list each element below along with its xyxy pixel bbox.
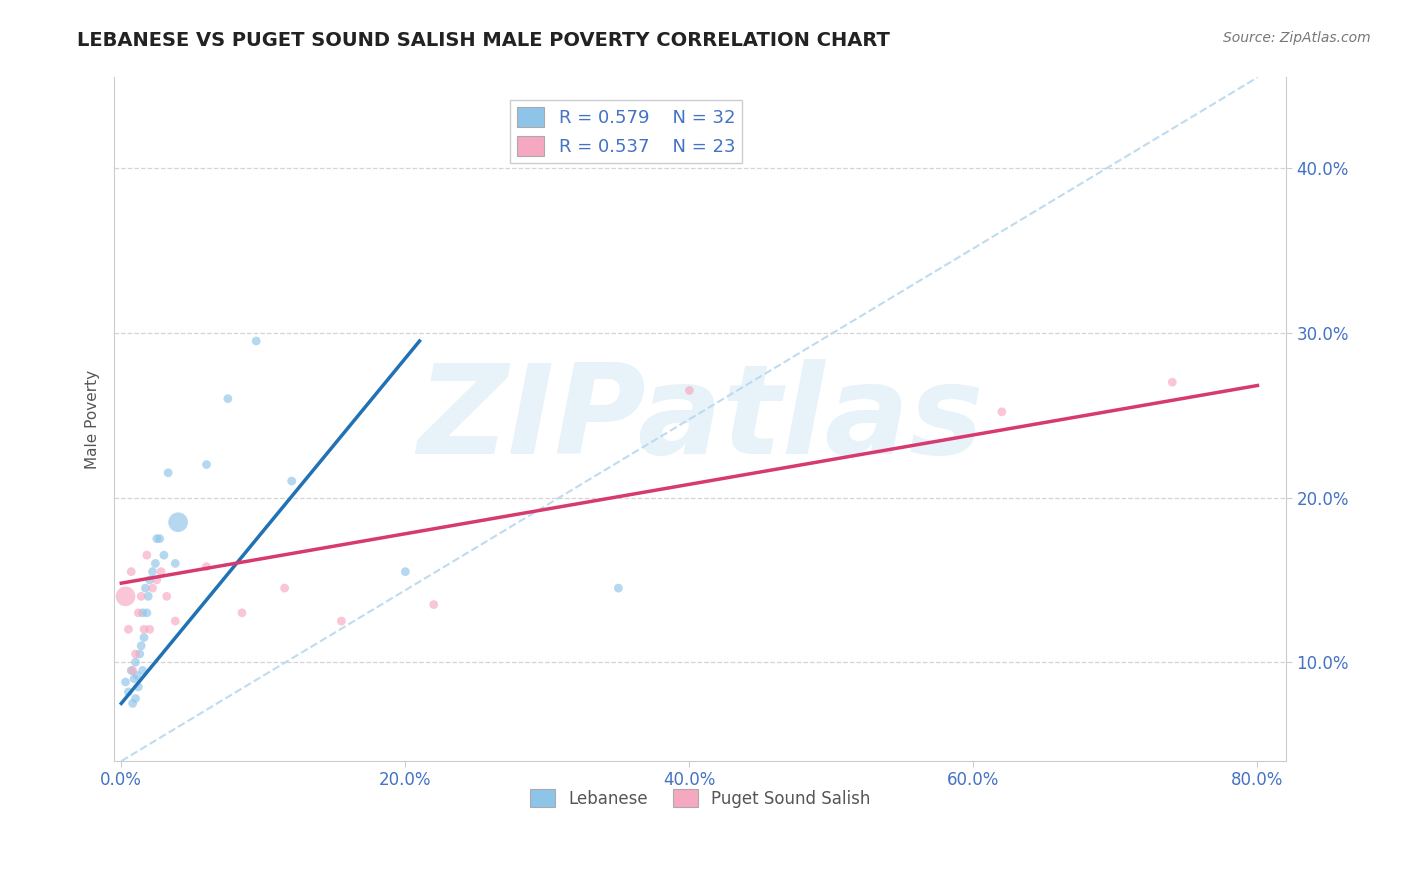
Point [153, 548, 176, 562]
Point [141, 581, 163, 595]
Point [131, 664, 153, 678]
Point [156, 590, 179, 604]
Point [132, 631, 155, 645]
Point [124, 655, 146, 669]
Point [135, 548, 157, 562]
Point [114, 590, 136, 604]
Point [134, 581, 156, 595]
Point [132, 622, 155, 636]
Point [231, 606, 253, 620]
Point [217, 392, 239, 406]
Point [141, 565, 163, 579]
Point [138, 622, 160, 636]
Point [195, 458, 218, 472]
Point [195, 559, 218, 574]
Point [165, 614, 187, 628]
Point [1161, 375, 1184, 389]
Point [121, 664, 143, 678]
Point [122, 672, 145, 686]
Point [131, 606, 153, 620]
Point [146, 532, 169, 546]
Point [129, 639, 152, 653]
Point [422, 598, 444, 612]
Point [245, 334, 267, 348]
Point [120, 664, 142, 678]
Point [330, 614, 353, 628]
Point [149, 532, 172, 546]
Point [114, 675, 136, 690]
Point [607, 581, 630, 595]
Point [991, 405, 1014, 419]
Text: ZIPatlas: ZIPatlas [416, 359, 983, 480]
Point [145, 557, 167, 571]
Point [273, 581, 295, 595]
Legend: Lebanese, Puget Sound Salish: Lebanese, Puget Sound Salish [523, 782, 877, 814]
Point [136, 590, 159, 604]
Point [165, 557, 187, 571]
Point [121, 697, 143, 711]
Point [117, 622, 139, 636]
Point [120, 565, 142, 579]
Point [394, 565, 416, 579]
Point [157, 466, 180, 480]
Point [280, 474, 302, 488]
Point [146, 573, 169, 587]
Point [150, 565, 173, 579]
Point [167, 515, 190, 529]
Point [135, 606, 157, 620]
Point [124, 691, 146, 706]
Text: LEBANESE VS PUGET SOUND SALISH MALE POVERTY CORRELATION CHART: LEBANESE VS PUGET SOUND SALISH MALE POVE… [77, 31, 890, 50]
Point [127, 606, 149, 620]
Point [117, 685, 139, 699]
Point [678, 384, 700, 398]
Point [129, 590, 152, 604]
Point [138, 573, 160, 587]
Point [124, 647, 146, 661]
Point [127, 680, 149, 694]
Point [125, 668, 148, 682]
Point [128, 647, 150, 661]
Text: Source: ZipAtlas.com: Source: ZipAtlas.com [1223, 31, 1371, 45]
Y-axis label: Male Poverty: Male Poverty [86, 369, 100, 469]
